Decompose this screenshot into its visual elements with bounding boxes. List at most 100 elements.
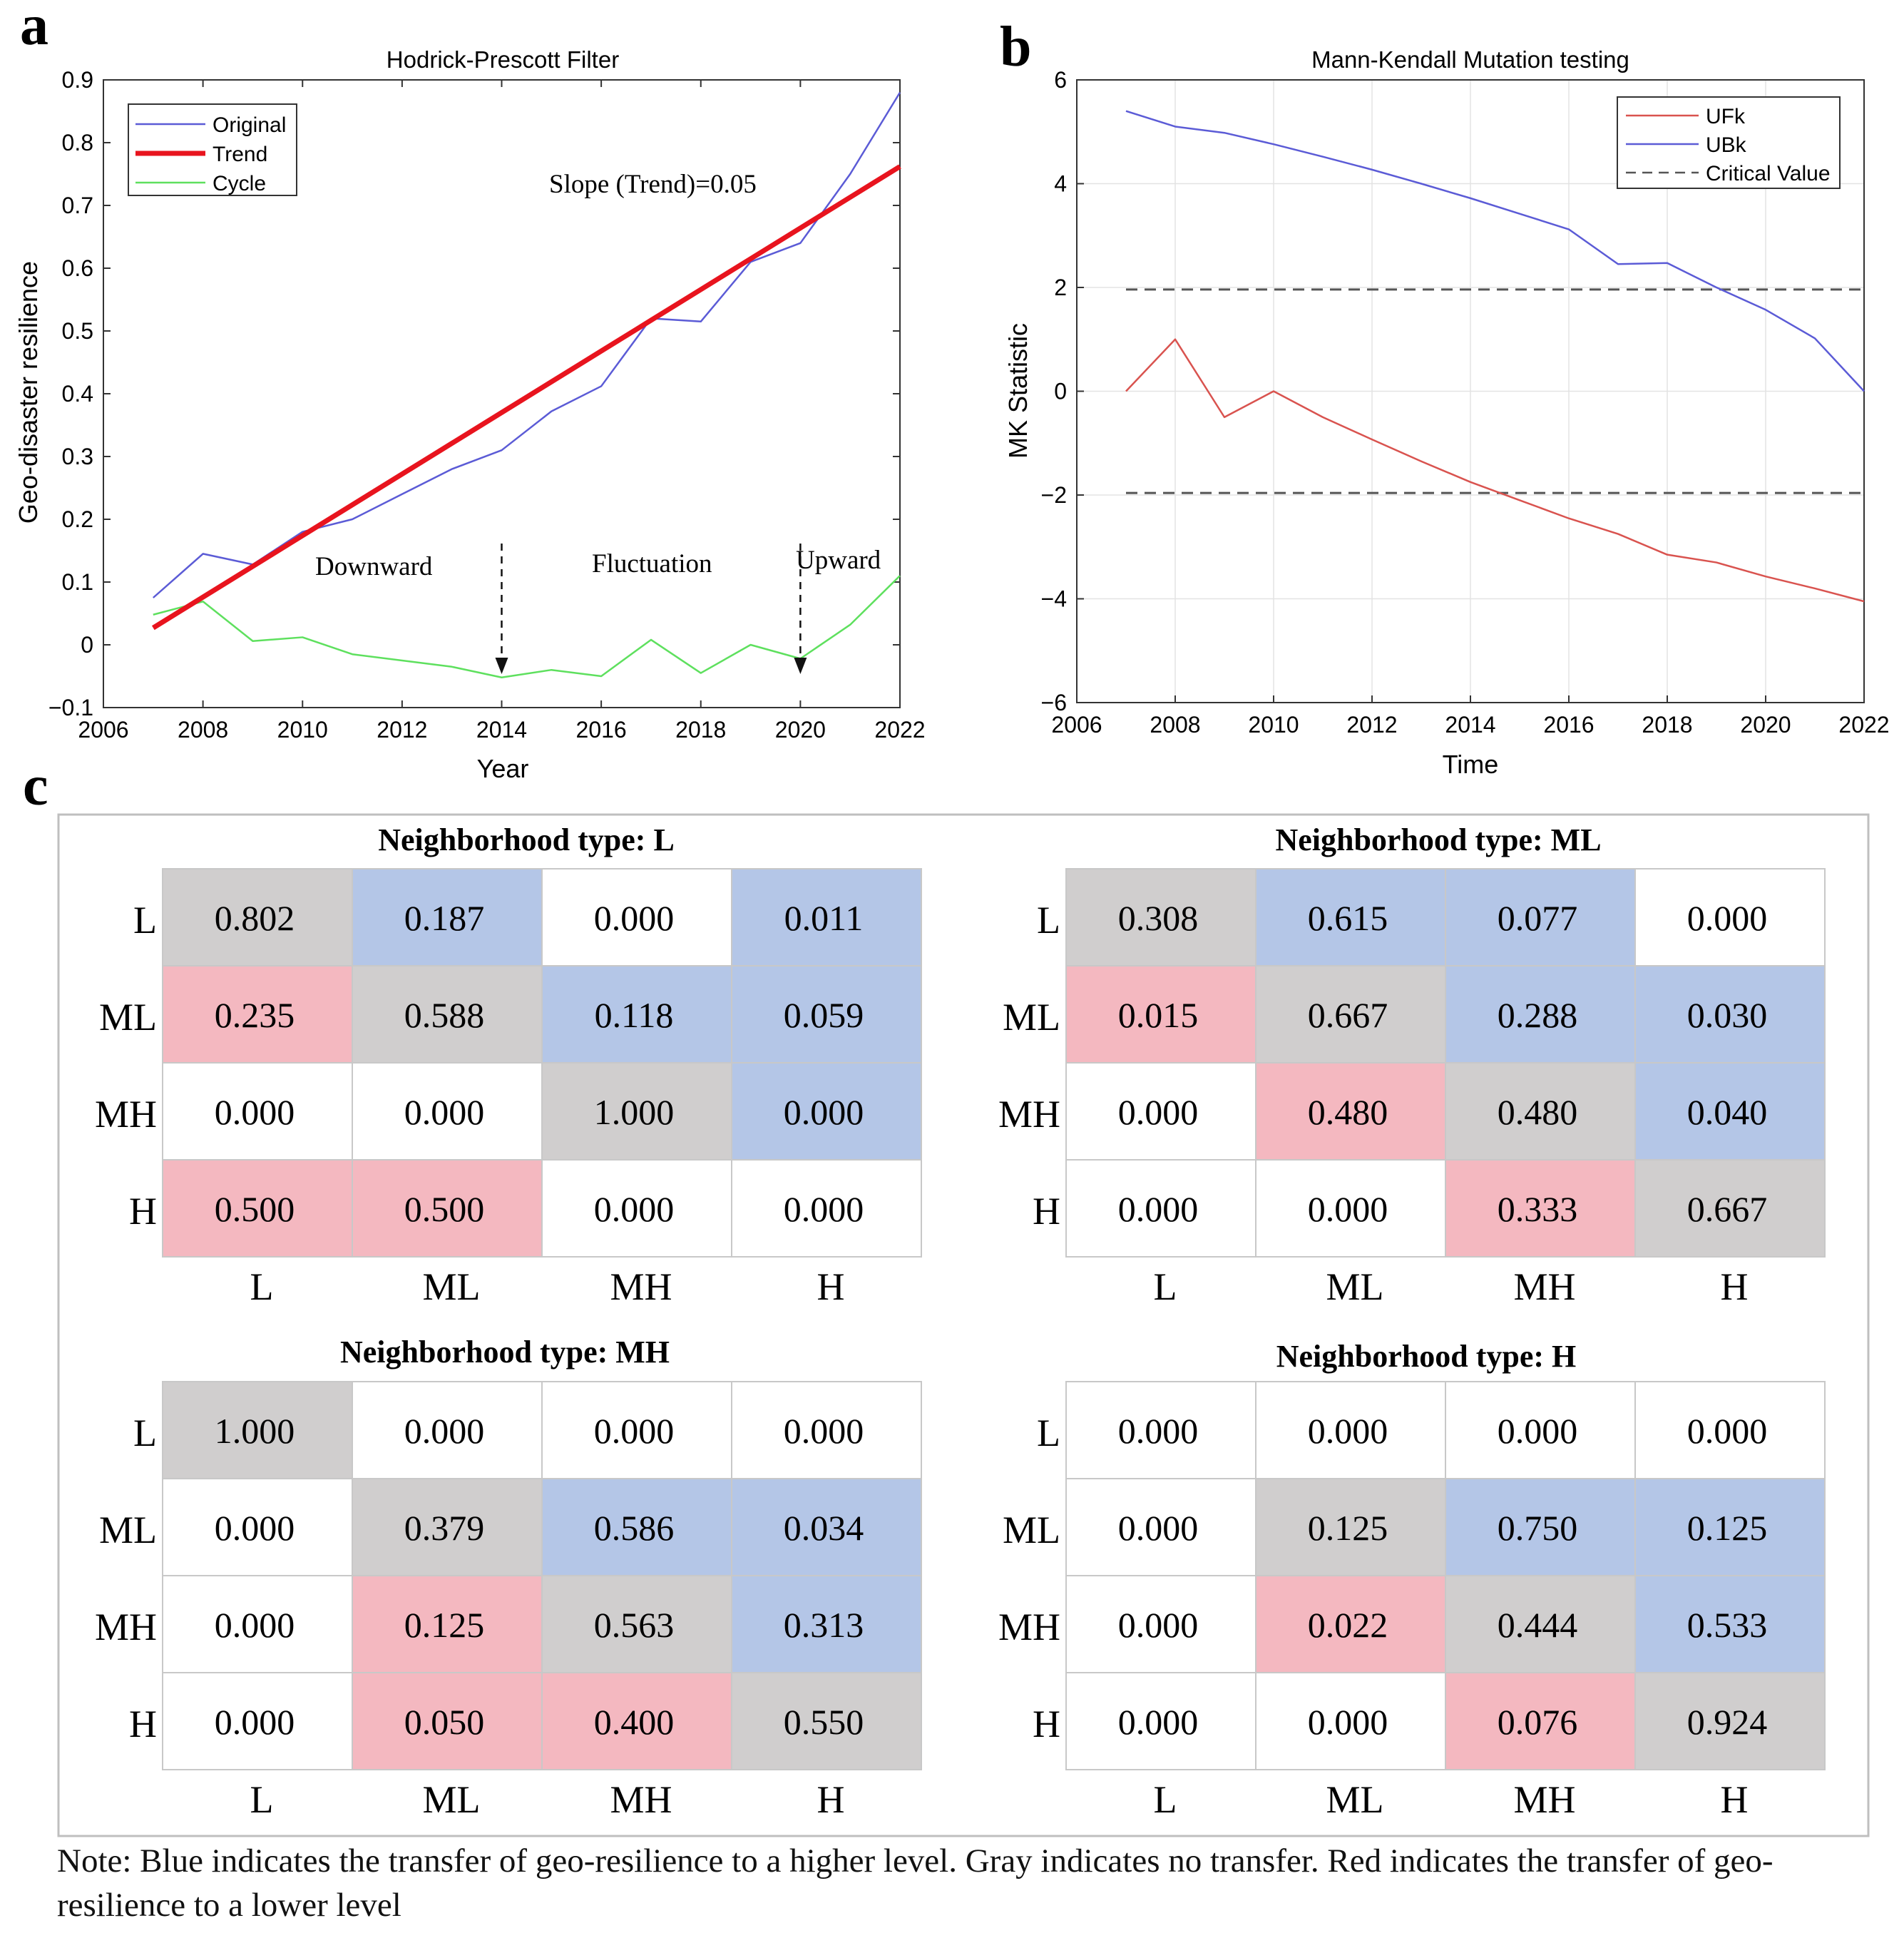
matrix-cell-value: 1.000 [594, 1092, 675, 1132]
matrix-cell [1634, 1672, 1826, 1770]
chart-a-ytick-label: 0.4 [62, 381, 93, 407]
matrix-cell-value: 0.400 [594, 1702, 675, 1742]
matrix-cell-value: 0.235 [215, 995, 295, 1035]
matrix-row-label: L [1037, 1412, 1060, 1454]
matrix-cell-value: 0.000 [1118, 1411, 1199, 1451]
matrix-cell-value: 0.000 [784, 1411, 864, 1451]
matrix-cell [541, 1381, 732, 1479]
chart-a-ylabel: Geo-disaster resilience [14, 261, 43, 524]
matrix-cell [1634, 1478, 1826, 1576]
legend-label-critical-value: Critical Value [1706, 162, 1831, 185]
matrix-cell [731, 1672, 922, 1770]
matrix-cell-value: 0.000 [1308, 1411, 1388, 1451]
matrix-cell-value: 0.313 [784, 1605, 864, 1645]
matrix-cell [731, 1575, 922, 1673]
matrix-cell-value: 0.015 [1118, 995, 1199, 1035]
matrix-cell [541, 1672, 732, 1770]
matrix-row-label: MH [998, 1606, 1060, 1648]
chart-a-xtick-label: 2010 [277, 717, 328, 743]
chart-b-xtick-label: 2014 [1445, 712, 1495, 738]
matrix-cell [1255, 1478, 1446, 1576]
matrix-cell-value: 0.000 [1118, 1189, 1199, 1229]
matrix-cell-value: 0.000 [215, 1605, 295, 1645]
matrix-cell-value: 0.000 [1498, 1411, 1578, 1451]
chart-b-legend: UFk UBk Critical Value [1617, 96, 1841, 189]
matrix-cell [162, 1062, 353, 1161]
chart-b-ylabel: MK Statistic [1003, 323, 1033, 459]
chart-a-ytick-label: 0.8 [62, 130, 93, 155]
matrix-cell [541, 868, 732, 966]
matrix-col-label: MH [1513, 1265, 1575, 1308]
matrix-row-label: MH [95, 1093, 157, 1136]
matrix-cell [1634, 1381, 1826, 1479]
chart-b-ytick-label: 2 [1054, 275, 1067, 300]
matrix-row-label: MH [998, 1093, 1060, 1136]
series-line-cycle [153, 575, 901, 679]
legend-label-ubk: UBk [1706, 133, 1747, 157]
matrix-col-label: L [250, 1778, 274, 1821]
chart-b-ytick-label: −6 [1041, 690, 1067, 715]
chart-a-xtick-label: 2008 [178, 717, 228, 743]
matrix-cell [352, 965, 543, 1064]
matrix-cell-value: 0.444 [1498, 1605, 1578, 1645]
slope-annotation: Slope (Trend)=0.05 [549, 170, 757, 199]
matrix-row-label: ML [1003, 1509, 1060, 1551]
matrix-cell [1255, 868, 1446, 966]
matrix-cell-value: 0.550 [784, 1702, 864, 1742]
matrix-cell [162, 1159, 353, 1258]
matrix-cell-value: 0.667 [1308, 995, 1388, 1035]
matrix-row-label: L [1037, 899, 1060, 942]
chart-b-xlabel: Time [1443, 750, 1499, 779]
legend-label-ufk: UFk [1706, 105, 1746, 128]
chart-b-xtick-label: 2018 [1642, 712, 1692, 738]
matrix-cell-value: 0.000 [1118, 1092, 1199, 1132]
matrix-cell-value: 0.125 [1308, 1508, 1388, 1548]
matrix-title: Neighborhood type: L [378, 822, 675, 857]
matrix-cell-value: 0.022 [1308, 1605, 1388, 1645]
matrix-cell [162, 1381, 353, 1479]
matrix-cell-value: 0.000 [215, 1508, 295, 1548]
matrix-cell [541, 965, 732, 1064]
chart-b-ytick-label: 4 [1054, 171, 1067, 197]
matrix-row-label: L [133, 1412, 157, 1454]
chart-a-title: Hodrick-Prescott Filter [387, 46, 619, 73]
matrix-cell [731, 1381, 922, 1479]
series-line-trend [151, 164, 901, 631]
series-line-ubk [1125, 110, 1865, 392]
chart-a-xtick-label: 2018 [675, 717, 726, 743]
phase-arrow-head [495, 658, 508, 674]
chart-b-ytick-label: 6 [1054, 67, 1067, 93]
matrix-cell [731, 1062, 922, 1161]
matrix-cell [1634, 1575, 1826, 1673]
matrix-cell-value: 0.059 [784, 995, 864, 1035]
legend-label-trend: Trend [213, 143, 267, 166]
matrix-cell-value: 0.011 [784, 898, 864, 938]
legend-label-original: Original [213, 113, 286, 137]
matrix-cell-value: 0.563 [594, 1605, 675, 1645]
matrix-cell-value: 0.125 [404, 1605, 485, 1645]
matrix-cell-value: 0.000 [594, 1189, 675, 1229]
matrix-3: Neighborhood type: MH 1.000 0.000 0.000 0.00… [95, 1335, 922, 1821]
matrix-col-label: L [1154, 1265, 1177, 1308]
chart-a-xtick-label: 2012 [377, 717, 427, 743]
matrix-cell-value: 0.077 [1498, 898, 1578, 938]
matrix-col-label: ML [1326, 1778, 1384, 1821]
matrix-cell [731, 1159, 922, 1258]
matrix-row-label: L [133, 899, 157, 942]
matrix-cell [162, 1478, 353, 1576]
chart-a-xtick-label: 2016 [576, 717, 627, 743]
matrix-col-label: MH [610, 1778, 672, 1821]
matrix-row-label: H [1033, 1703, 1060, 1745]
chart-b-legend-box [1617, 96, 1841, 189]
panel-label-b: b [1000, 16, 1032, 78]
matrix-cell [352, 1575, 543, 1673]
chart-b-ytick-label: −2 [1041, 482, 1067, 508]
chart-b-xtick-label: 2012 [1346, 712, 1397, 738]
matrix-cell-value: 0.076 [1498, 1702, 1578, 1742]
matrix-cell-value: 0.000 [1687, 898, 1768, 938]
matrix-cell-value: 0.000 [1308, 1702, 1388, 1742]
matrix-1: Neighborhood type: L 0.802 0.187 0.000 0.011… [95, 822, 922, 1308]
matrix-cell [1255, 1159, 1446, 1258]
matrix-title: Neighborhood type: MH [340, 1335, 670, 1370]
